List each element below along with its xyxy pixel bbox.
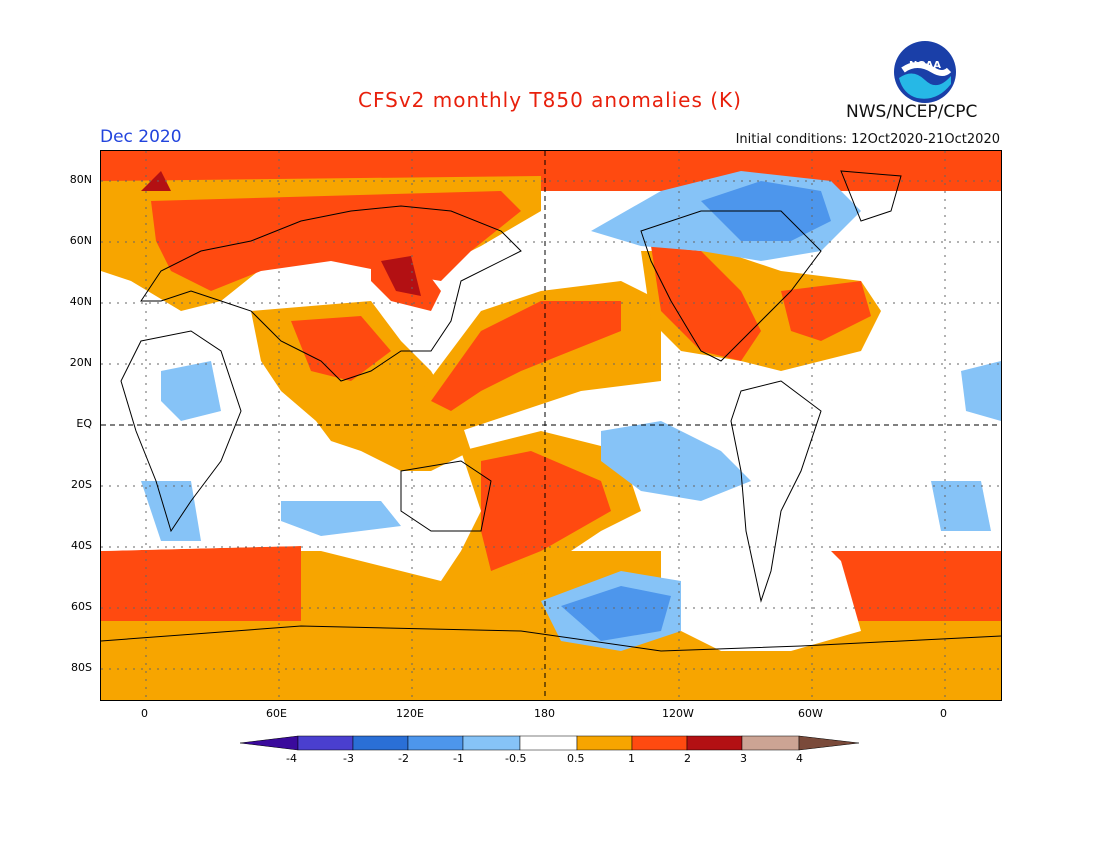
colorbar-bin-4 bbox=[462, 735, 521, 751]
lon-label-0-right: 0 bbox=[940, 707, 947, 720]
colorbar-label: -3 bbox=[343, 752, 354, 765]
lat-label-80s: 80S bbox=[71, 661, 92, 674]
colorbar-bin-9 bbox=[741, 735, 800, 751]
map-title: CFSv2 monthly T850 anomalies (K) bbox=[358, 88, 742, 112]
agency-label: NWS/NCEP/CPC bbox=[846, 102, 978, 122]
lon-label-0: 0 bbox=[141, 707, 148, 720]
colorbar-label: 0.5 bbox=[567, 752, 585, 765]
noaa-logo-text: NOAA bbox=[909, 60, 941, 71]
lon-label-120e: 120E bbox=[396, 707, 424, 720]
colorbar-label: -2 bbox=[398, 752, 409, 765]
lat-label-20n: 20N bbox=[69, 356, 92, 369]
colorbar-label: 4 bbox=[796, 752, 803, 765]
colorbar-bin-2 bbox=[352, 735, 409, 751]
colorbar-label: 3 bbox=[740, 752, 747, 765]
noaa-logo: NOAA bbox=[894, 41, 956, 103]
colorbar-bin-1 bbox=[297, 735, 354, 751]
colorbar-arrow-right bbox=[798, 735, 860, 751]
forecast-month: Dec 2020 bbox=[100, 127, 182, 147]
colorbar-bin-3 bbox=[407, 735, 464, 751]
colorbar-bin-5 bbox=[519, 735, 578, 751]
colorbar bbox=[240, 735, 860, 751]
lat-label-40n: 40N bbox=[69, 295, 92, 308]
colorbar-arrow-left bbox=[240, 735, 299, 751]
anomaly-map bbox=[100, 150, 1002, 701]
colorbar-label: -4 bbox=[286, 752, 297, 765]
lon-label-180: 180 bbox=[534, 707, 555, 720]
lat-label-80n: 80N bbox=[69, 173, 92, 186]
colorbar-label: 1 bbox=[628, 752, 635, 765]
anomaly-field bbox=[101, 151, 1001, 700]
lon-label-60w: 60W bbox=[798, 707, 823, 720]
colorbar-bin-6 bbox=[576, 735, 633, 751]
lat-label-60s: 60S bbox=[71, 600, 92, 613]
colorbar-label: 2 bbox=[684, 752, 691, 765]
lat-label-eq: EQ bbox=[76, 417, 92, 430]
lon-label-60e: 60E bbox=[266, 707, 287, 720]
lon-label-120w: 120W bbox=[662, 707, 694, 720]
lat-label-60n: 60N bbox=[69, 234, 92, 247]
initial-conditions: Initial conditions: 12Oct2020-21Oct2020 bbox=[735, 132, 1000, 147]
colorbar-bin-7 bbox=[631, 735, 688, 751]
lat-label-20s: 20S bbox=[71, 478, 92, 491]
colorbar-bin-8 bbox=[686, 735, 743, 751]
colorbar-label: -0.5 bbox=[505, 752, 527, 765]
colorbar-label: -1 bbox=[453, 752, 464, 765]
lat-label-40s: 40S bbox=[71, 539, 92, 552]
